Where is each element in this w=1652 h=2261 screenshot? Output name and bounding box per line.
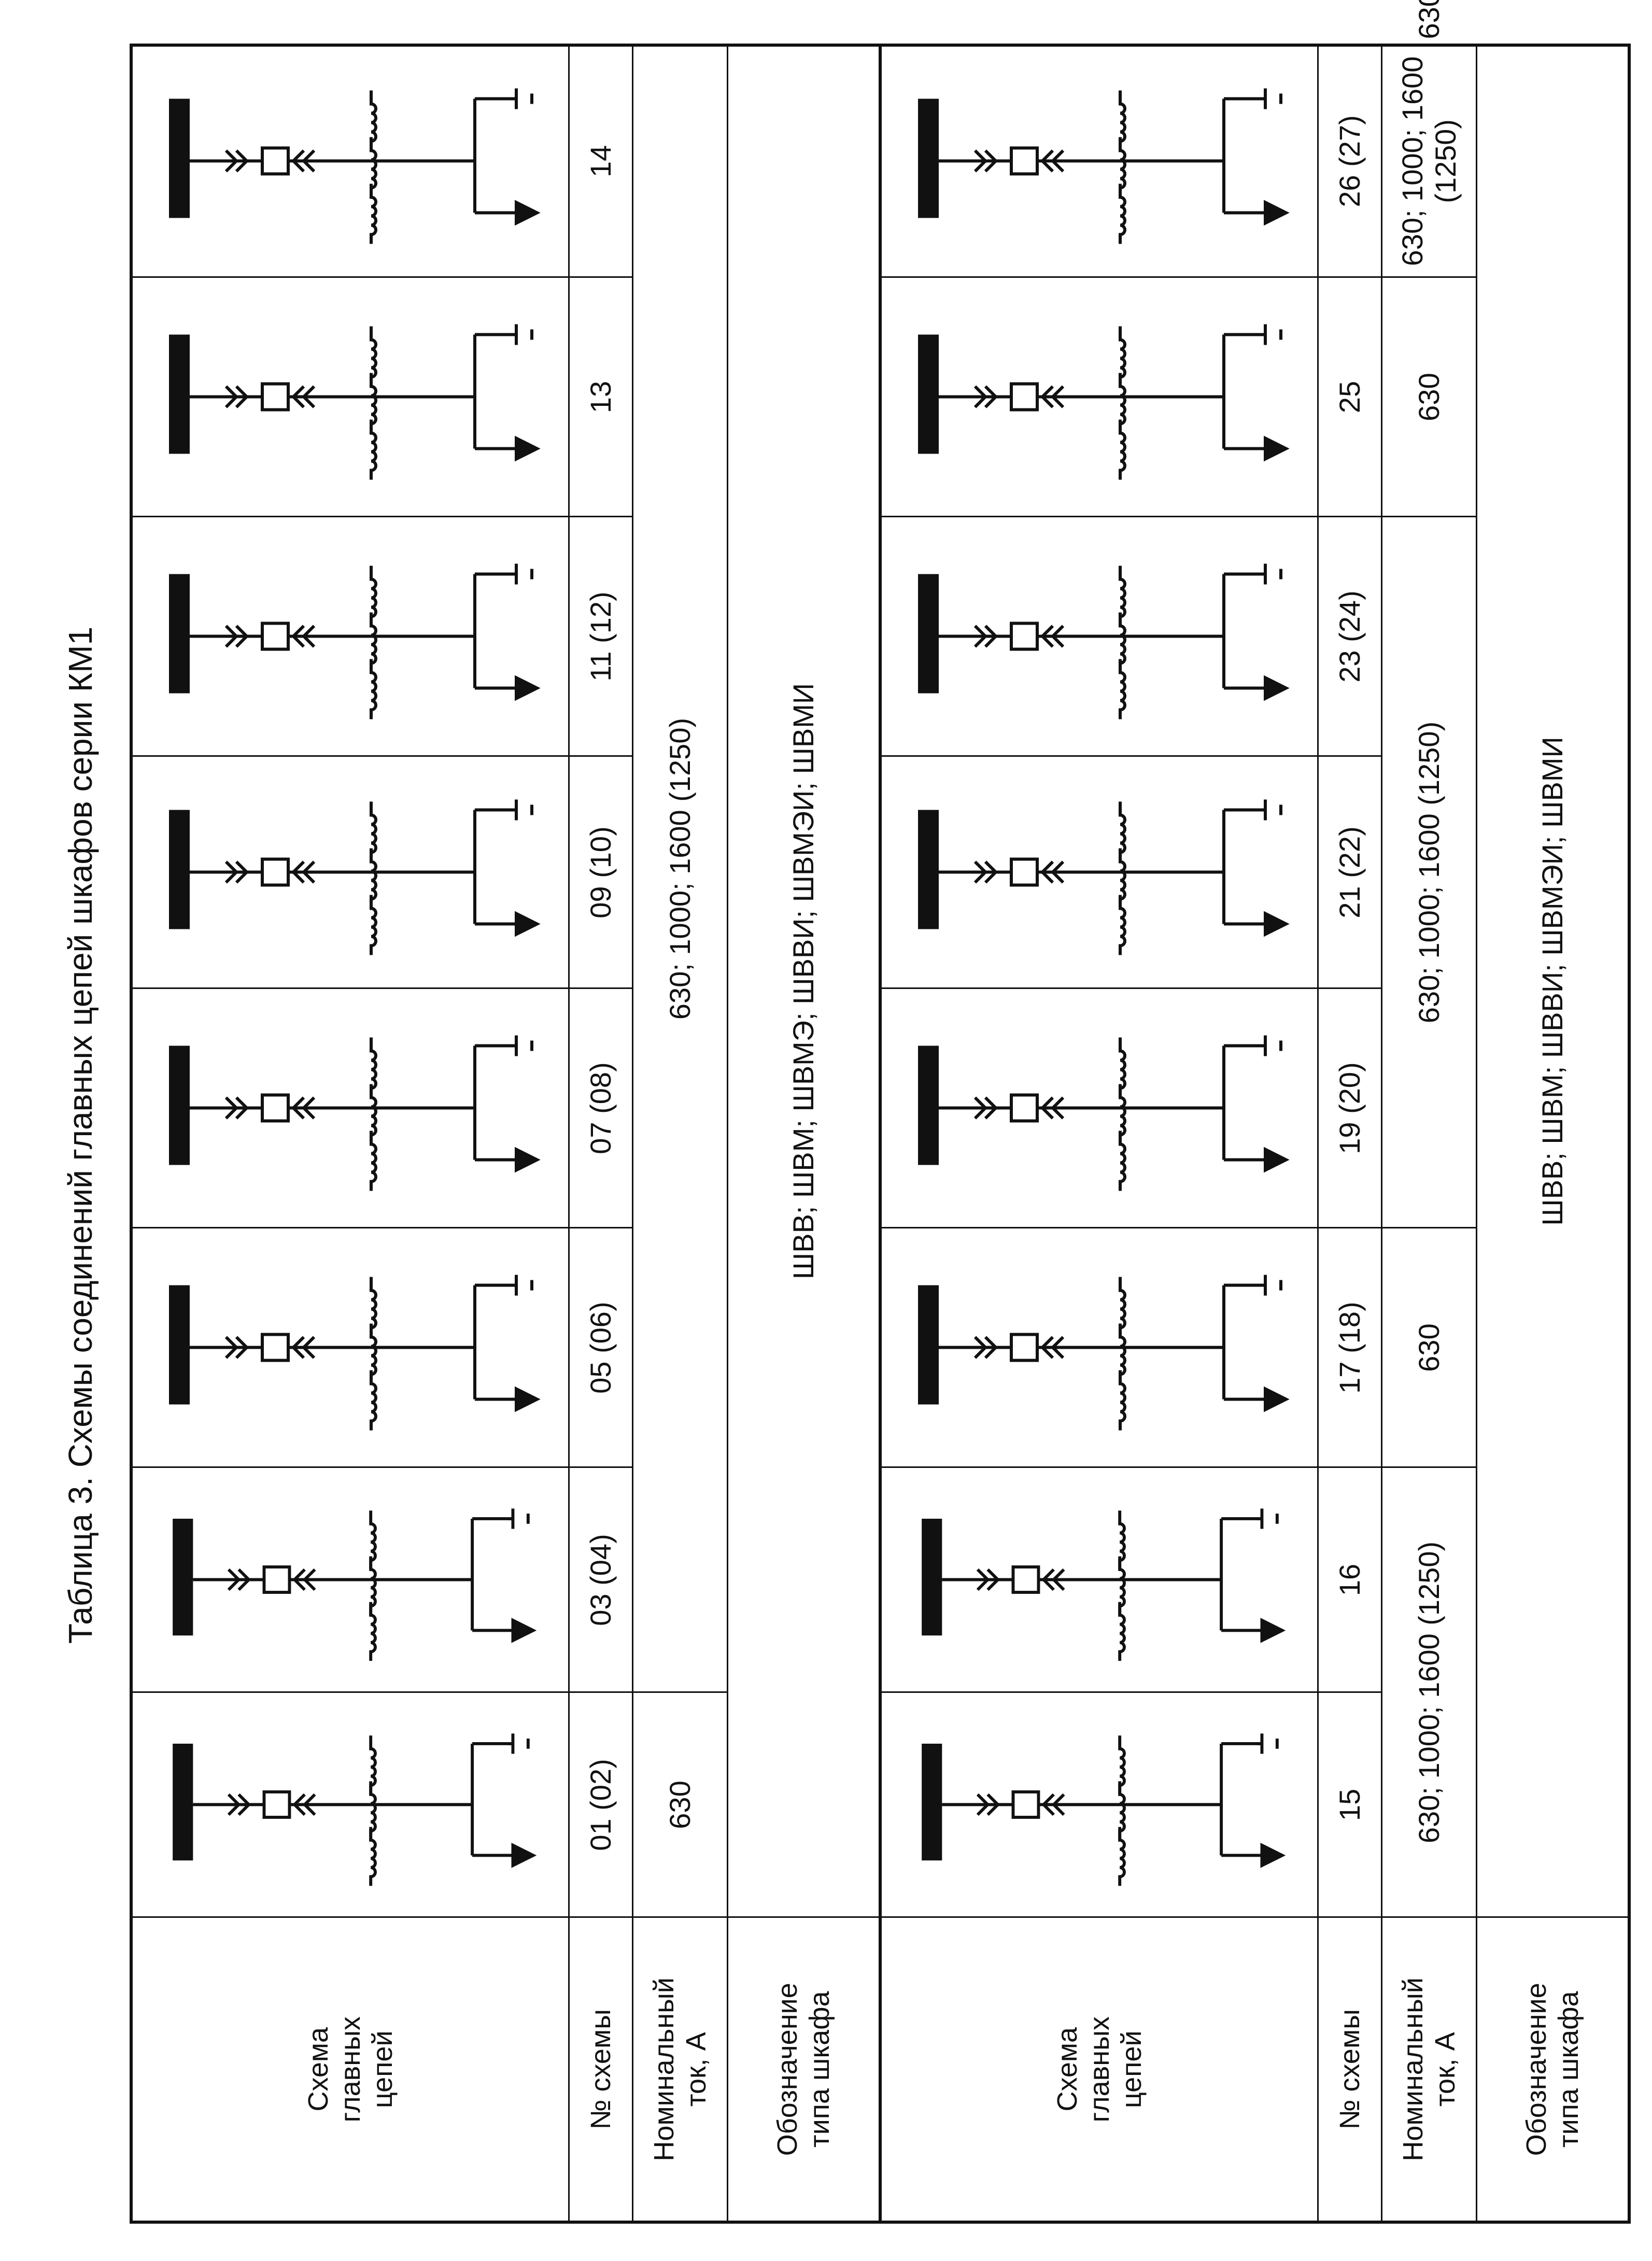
scheme-number: 05 (06) (569, 1228, 633, 1467)
scheme-cell (880, 988, 1318, 1228)
circuit-diagram (882, 46, 1317, 277)
scheme-number: 17 (18) (1318, 1228, 1382, 1467)
circuit-diagram (133, 757, 568, 988)
scheme-cell (131, 1228, 569, 1467)
scheme-cell (880, 1467, 1318, 1692)
rated-current: 630 (1381, 1228, 1477, 1467)
rotated-sheet: Таблица 3. Схемы соединений главных цепе… (31, 0, 1631, 2224)
title: Таблица 3. Схемы соединений главных цепе… (62, 626, 99, 1644)
row-label-text: № схемы (585, 2009, 616, 2130)
circuit-diagram (882, 278, 1317, 516)
cabinet-type: ШВВ; ШВМ; ШВВИ; ШВМЭИ; ШВМИ (1476, 45, 1629, 1917)
scheme-number: 14 (569, 45, 633, 277)
scheme-cell (131, 988, 569, 1228)
row-label-text: № схемы (1334, 2009, 1365, 2130)
row-label: Обозначение типа шкафа (1476, 1917, 1629, 2222)
scheme-cell (880, 517, 1318, 756)
circuit-diagram (882, 518, 1317, 756)
circuit-diagram (882, 1468, 1317, 1692)
scheme-cell (880, 45, 1318, 277)
rated-current: 630; 1000; 1600 (1250) (632, 45, 728, 1692)
scheme-number: 07 (08) (569, 988, 633, 1228)
circuit-diagram (133, 518, 568, 756)
scheme-number: 01 (02) (569, 1692, 633, 1917)
circuit-diagram (133, 1693, 568, 1917)
scheme-cell (131, 517, 569, 756)
scheme-number: 13 (569, 277, 633, 517)
scheme-number: 21 (22) (1318, 756, 1382, 988)
type-row: Обозначение типа шкафа ШВВ; ШВМ; ШВВИ; ШВ… (1476, 45, 1629, 2222)
scheme-number: 03 (04) (569, 1467, 633, 1692)
scheme-number: 09 (10) (569, 756, 633, 988)
circuit-diagram (882, 990, 1317, 1227)
circuit-diagram (882, 1693, 1317, 1917)
scheme-cell (131, 45, 569, 277)
row-label-text: Номинальный ток, А (1397, 1977, 1461, 2161)
row-label: Номинальный ток, А (1381, 1917, 1477, 2222)
row-label-text: Номинальный ток, А (648, 1977, 712, 2161)
circuit-diagram (133, 990, 568, 1227)
scheme-cell (880, 277, 1318, 517)
rated-current: 630 (632, 1692, 728, 1917)
scheme-cell (131, 277, 569, 517)
table: Схема главных цепей № схемы 01 (02) 03 (04)… (130, 0, 1631, 2224)
scheme-cell (131, 1467, 569, 1692)
scheme-number: 16 (1318, 1467, 1382, 1692)
current-row: Номинальный ток, А 630; 1000; 1600 (1250)… (1381, 0, 1477, 2222)
scheme-cell (131, 756, 569, 988)
row-label-text: Обозначение типа шкафа (1520, 1983, 1584, 2156)
scheme-row: Схема главных цепей (880, 45, 1318, 2222)
row-label: Обозначение типа шкафа (727, 1917, 880, 2222)
scheme-number: 15 (1318, 1692, 1382, 1917)
circuit-diagram (133, 1229, 568, 1467)
row-label-text: Схема главных цепей (1051, 2016, 1148, 2123)
scheme-number: 19 (20) (1318, 988, 1382, 1228)
scheme-number: 11 (12) (569, 517, 633, 756)
scheme-cell (131, 1692, 569, 1917)
scheme-row: Схема главных цепей (131, 45, 569, 2222)
row-label: № схемы (1318, 1917, 1382, 2222)
scheme-number: 25 (1318, 277, 1382, 517)
number-row: № схемы 01 (02) 03 (04) 05 (06) 07 (08) 09 (1… (569, 45, 633, 2222)
rated-current: 630; 1000; 1600 (1250) (1381, 517, 1477, 1228)
rated-current: 630; 1000; 1600 (1250) (1381, 1467, 1477, 1917)
rated-current: 630 (1381, 277, 1477, 517)
row-label: Схема главных цепей (880, 1917, 1318, 2222)
circuit-diagram (882, 757, 1317, 988)
scheme-number: 23 (24) (1318, 517, 1382, 756)
circuit-diagram (133, 278, 568, 516)
row-label: Номинальный ток, А (632, 1917, 728, 2222)
row-label-text: Обозначение типа шкафа (771, 1983, 835, 2156)
cabinet-type: ШВВ; ШВМ; ШВМЭ; ШВВИ; ШВМЭИ; ШВМИ (727, 45, 880, 1917)
circuit-diagram (133, 46, 568, 277)
row-label: Схема главных цепей (131, 1917, 569, 2222)
row-label-text: Схема главных цепей (302, 2016, 399, 2123)
scheme-cell (880, 1692, 1318, 1917)
row-label: № схемы (569, 1917, 633, 2222)
circuit-diagram (133, 1468, 568, 1692)
scheme-number: 26 (27) (1318, 45, 1382, 277)
scheme-cell (880, 756, 1318, 988)
scheme-cell (880, 1228, 1318, 1467)
circuit-diagram (882, 1229, 1317, 1467)
rated-current: 630; 1000; 1600 (1250) (1381, 45, 1477, 277)
type-row: Обозначение типа шкафа ШВВ; ШВМ; ШВМЭ; ШВ… (727, 45, 880, 2222)
number-row: № схемы 15 16 17 (18) 19 (20) 21 (22) 23 (24) 2… (1318, 45, 1382, 2222)
current-row: Номинальный ток, А 630 630; 1000; 1600 (12… (632, 45, 728, 2222)
